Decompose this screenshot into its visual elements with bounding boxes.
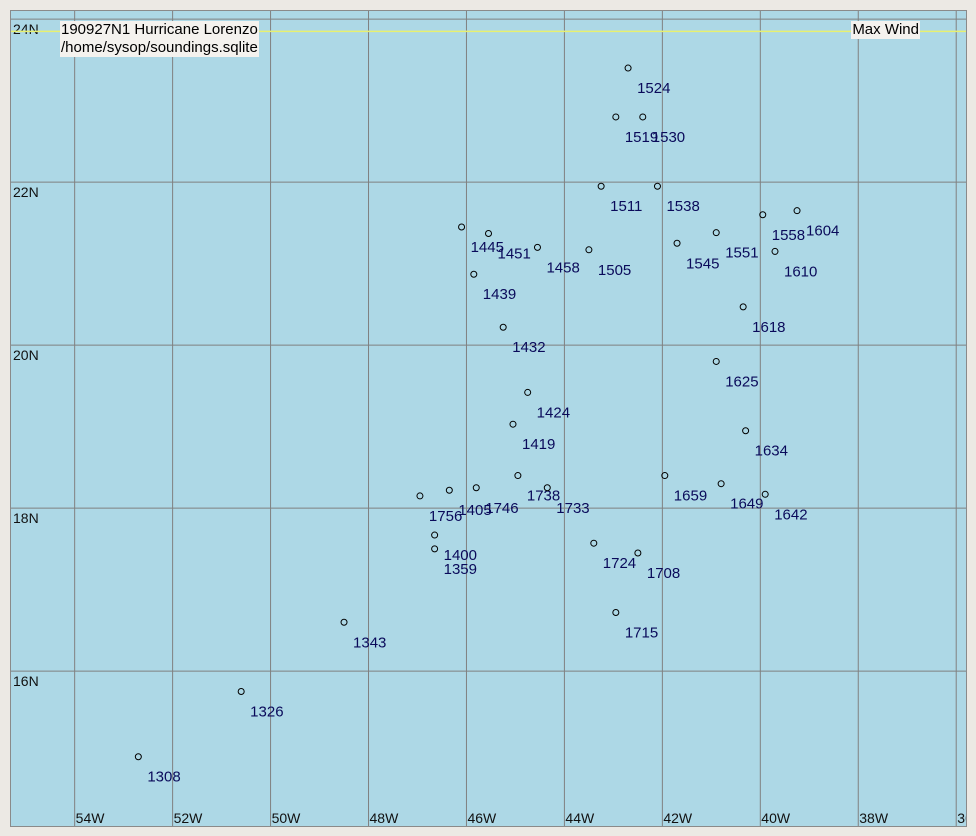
observation-point bbox=[470, 270, 478, 278]
observation-label: 1538 bbox=[666, 198, 699, 215]
observation-label: 1551 bbox=[725, 245, 758, 262]
observation-point bbox=[712, 357, 720, 365]
database-path: /home/sysop/soundings.sqlite bbox=[61, 39, 258, 56]
observation-point bbox=[416, 492, 424, 500]
observation-point bbox=[431, 531, 439, 539]
observation-point bbox=[590, 539, 598, 547]
latitude-label: 18N bbox=[13, 510, 39, 526]
longitude-label: 52W bbox=[174, 810, 204, 826]
observation-point bbox=[485, 229, 492, 237]
observation-label: 1558 bbox=[772, 227, 805, 244]
observation-point bbox=[509, 420, 517, 428]
observation-point bbox=[639, 113, 647, 121]
observation-point bbox=[612, 608, 620, 616]
observation-label: 1604 bbox=[806, 223, 839, 240]
observation-label: 1610 bbox=[784, 263, 817, 280]
observation-point bbox=[597, 182, 605, 190]
observation-point bbox=[533, 243, 541, 251]
observation-point bbox=[661, 472, 669, 480]
observation-point bbox=[499, 323, 507, 331]
observation-point bbox=[472, 484, 480, 492]
longitude-label: 38W bbox=[859, 810, 889, 826]
observation-point bbox=[653, 182, 661, 190]
map-plot-area[interactable]: 24N 22N 20N 18N 16N 54W 52W 50W 48W 46W 44W 42W 40W 3… bbox=[10, 10, 967, 827]
observation-point bbox=[634, 549, 642, 557]
observation-point bbox=[134, 753, 142, 761]
observation-point bbox=[739, 303, 747, 311]
storm-title: 190927N1 Hurricane Lorenzo bbox=[61, 21, 258, 38]
longitude-label: 50W bbox=[272, 810, 302, 826]
observation-point bbox=[673, 239, 681, 247]
longitude-label: 54W bbox=[76, 810, 106, 826]
observation-point bbox=[585, 246, 593, 254]
observation-point bbox=[771, 247, 779, 255]
observation-label: 1756 bbox=[429, 508, 462, 525]
observation-label: 1724 bbox=[603, 555, 636, 572]
map-canvas: 24N 22N 20N 18N 16N 54W 52W 50W 48W 46W 44W 42W 40W 3… bbox=[11, 11, 966, 826]
observation-point bbox=[742, 427, 750, 435]
observation-label: 1738 bbox=[527, 488, 560, 505]
observation-label: 1642 bbox=[774, 506, 807, 523]
latitude-label: 16N bbox=[13, 673, 39, 689]
longitude-label: 44W bbox=[565, 810, 595, 826]
observation-point bbox=[612, 113, 620, 121]
observation-label: 1530 bbox=[652, 129, 685, 146]
observation-label: 1524 bbox=[637, 80, 670, 97]
longitude-label: 36 bbox=[957, 810, 966, 826]
observation-point bbox=[340, 618, 348, 626]
observation-label: 1343 bbox=[353, 634, 386, 651]
observation-label: 1400 bbox=[444, 547, 477, 564]
observation-label: 1545 bbox=[686, 255, 719, 272]
latitude-label: 22N bbox=[13, 184, 39, 200]
map-title-box: 190927N1 Hurricane Lorenzo /home/sysop/s… bbox=[60, 21, 259, 57]
observation-label: 1618 bbox=[752, 319, 785, 336]
observation-label: 1308 bbox=[147, 769, 180, 786]
longitude-label: 48W bbox=[370, 810, 400, 826]
observation-label: 1359 bbox=[444, 561, 477, 578]
observation-point bbox=[431, 545, 439, 553]
observation-label: 1451 bbox=[498, 245, 531, 262]
observation-point bbox=[237, 688, 245, 696]
latitude-label: 24N bbox=[13, 21, 39, 37]
observation-label: 1715 bbox=[625, 624, 658, 641]
observation-label: 1419 bbox=[522, 436, 555, 453]
observation-point bbox=[717, 480, 725, 488]
longitude-label: 40W bbox=[761, 810, 791, 826]
observation-label: 1458 bbox=[546, 259, 579, 276]
observation-point bbox=[445, 486, 453, 494]
observation-point bbox=[712, 229, 720, 237]
longitude-label: 42W bbox=[663, 810, 693, 826]
observation-point bbox=[761, 490, 769, 498]
observation-label: 1746 bbox=[485, 500, 518, 517]
observation-label: 1519 bbox=[625, 129, 658, 146]
observation-label: 1424 bbox=[537, 404, 570, 421]
latitude-label: 20N bbox=[13, 347, 39, 363]
observation-label: 1708 bbox=[647, 565, 680, 582]
observation-label: 1445 bbox=[471, 239, 504, 256]
observation-point bbox=[458, 223, 466, 231]
observation-label: 1733 bbox=[556, 500, 589, 517]
observation-label: 1649 bbox=[730, 496, 763, 513]
longitude-label: 46W bbox=[467, 810, 497, 826]
observation-label: 1511 bbox=[610, 198, 642, 215]
observation-point bbox=[543, 484, 551, 492]
observation-label: 1625 bbox=[725, 373, 758, 390]
observation-label: 1432 bbox=[512, 339, 545, 356]
observation-label: 1659 bbox=[674, 488, 707, 505]
observation-point bbox=[793, 207, 801, 215]
observation-label: 1634 bbox=[755, 443, 788, 460]
observation-point bbox=[514, 472, 522, 480]
observation-point bbox=[524, 388, 532, 396]
field-label: Max Wind bbox=[851, 21, 920, 39]
observation-label: 1439 bbox=[483, 286, 516, 303]
observation-point bbox=[759, 211, 767, 219]
observation-label: 1505 bbox=[598, 262, 631, 279]
observation-label: 1405 bbox=[458, 502, 491, 519]
observation-point bbox=[624, 64, 632, 72]
observation-label: 1326 bbox=[250, 704, 283, 721]
